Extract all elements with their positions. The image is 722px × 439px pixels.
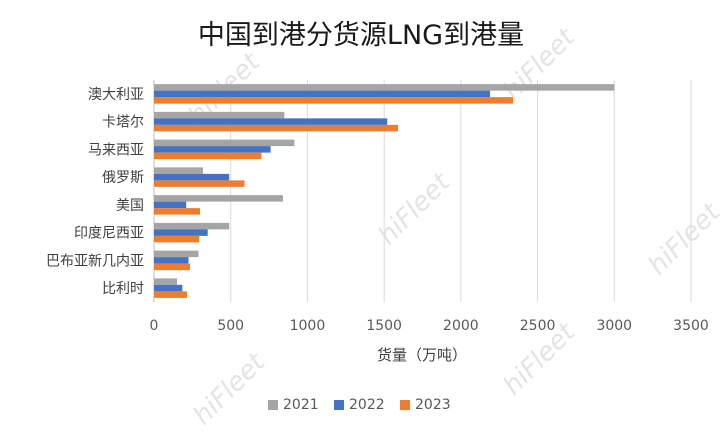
bar-2021 bbox=[154, 84, 615, 91]
watermark-text: hiFleet bbox=[188, 347, 272, 431]
bar-2022 bbox=[154, 173, 230, 181]
watermark-text: hiFleet bbox=[373, 167, 457, 251]
x-tick-label: 2500 bbox=[520, 318, 556, 334]
watermark-text: hiFleet bbox=[643, 197, 722, 281]
bar-2023 bbox=[154, 152, 262, 160]
legend-label: 2022 bbox=[349, 397, 385, 413]
legend-swatch bbox=[268, 400, 278, 410]
bar-2022 bbox=[154, 229, 208, 236]
x-tick-label: 1000 bbox=[290, 318, 326, 334]
bar-2021 bbox=[154, 139, 295, 147]
category-label: 印度尼西亚 bbox=[74, 226, 144, 242]
bars bbox=[154, 84, 615, 298]
legend-swatch bbox=[334, 400, 344, 410]
x-tick-label: 2000 bbox=[443, 318, 479, 334]
bar-2021 bbox=[154, 111, 285, 119]
category-label: 澳大利亚 bbox=[88, 87, 144, 103]
watermark-layer: hiFleethiFleethiFleethiFleethiFleethiFle… bbox=[183, 22, 722, 431]
bar-2023 bbox=[154, 208, 201, 215]
x-axis-title: 货量（万吨） bbox=[377, 346, 467, 364]
x-tick-label: 500 bbox=[217, 318, 244, 334]
bar-2022 bbox=[154, 146, 271, 153]
legend-swatch bbox=[400, 400, 410, 410]
bar-2022 bbox=[154, 284, 183, 292]
bar-2023 bbox=[154, 291, 187, 298]
bar-2021 bbox=[154, 195, 283, 202]
chart-title: 中国到港分货源LNG到港量 bbox=[198, 20, 524, 51]
bar-2023 bbox=[154, 263, 191, 271]
x-tick-label: 3000 bbox=[596, 318, 632, 334]
x-tick-label: 3500 bbox=[673, 318, 709, 334]
bar-2023 bbox=[154, 180, 245, 187]
x-tick-label: 1500 bbox=[366, 318, 402, 334]
bar-2023 bbox=[154, 97, 514, 104]
bar-2021 bbox=[154, 250, 199, 258]
x-tick-label: 0 bbox=[150, 318, 159, 334]
category-label: 比利时 bbox=[102, 281, 144, 297]
bar-2021 bbox=[154, 222, 230, 230]
legend-label: 2023 bbox=[415, 397, 451, 413]
category-label: 马来西亚 bbox=[88, 142, 144, 158]
legend-label: 2021 bbox=[283, 397, 319, 413]
bar-2021 bbox=[154, 278, 178, 285]
bar-2022 bbox=[154, 90, 491, 98]
bar-2022 bbox=[154, 201, 187, 209]
bar-2023 bbox=[154, 235, 200, 243]
bar-2023 bbox=[154, 124, 398, 132]
category-label: 俄罗斯 bbox=[102, 170, 144, 186]
category-label: 卡塔尔 bbox=[102, 115, 144, 131]
x-tick-labels: 0 500 1000 1500 2000 2500 3000 3500 bbox=[150, 318, 709, 334]
bar-2021 bbox=[154, 167, 204, 174]
bar-2022 bbox=[154, 118, 388, 125]
legend: 2021 2022 2023 bbox=[268, 397, 451, 413]
category-label: 美国 bbox=[116, 198, 144, 214]
bar-2022 bbox=[154, 257, 189, 264]
category-label: 巴布亚新几内亚 bbox=[46, 253, 144, 269]
